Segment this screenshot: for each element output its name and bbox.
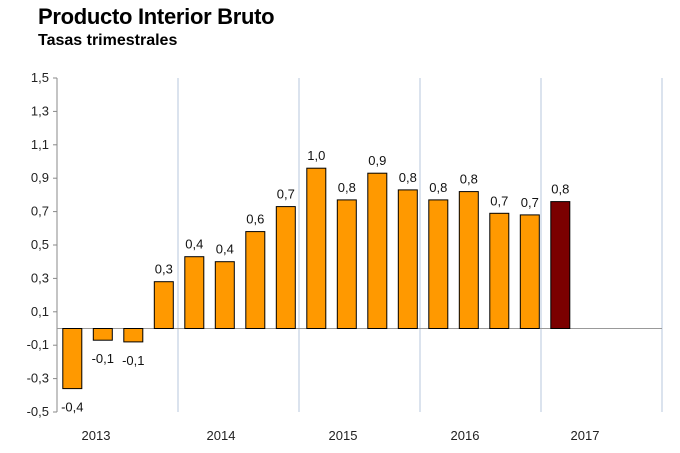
bar bbox=[336, 199, 357, 329]
data-label: 0,8 bbox=[460, 172, 478, 187]
y-tick-label: 1,5 bbox=[31, 70, 49, 85]
bar bbox=[62, 328, 83, 390]
x-year-label: 2017 bbox=[571, 428, 600, 443]
y-tick-label: 0,7 bbox=[31, 204, 49, 219]
bar bbox=[489, 212, 510, 329]
bar bbox=[92, 328, 113, 341]
data-label: 0,3 bbox=[155, 262, 173, 277]
y-tick-label: 0,1 bbox=[31, 304, 49, 319]
data-label: 0,8 bbox=[429, 180, 447, 195]
data-label: 0,7 bbox=[277, 187, 295, 202]
bar bbox=[519, 214, 540, 329]
y-tick-label: 0,5 bbox=[31, 237, 49, 252]
x-year-label: 2016 bbox=[451, 428, 480, 443]
y-tick-label: 1,3 bbox=[31, 103, 49, 118]
bar bbox=[458, 191, 479, 329]
data-label: 0,7 bbox=[521, 195, 539, 210]
y-tick-label: 0,3 bbox=[31, 270, 49, 285]
data-label: 0,4 bbox=[216, 242, 234, 257]
bar bbox=[428, 199, 449, 329]
bar bbox=[550, 201, 571, 330]
chart-title: Producto Interior Bruto bbox=[38, 4, 275, 29]
bar bbox=[245, 231, 266, 330]
data-label: 0,7 bbox=[490, 193, 508, 208]
data-label: 0,8 bbox=[338, 180, 356, 195]
y-tick-label: -0,5 bbox=[27, 404, 49, 419]
data-label: 0,4 bbox=[185, 237, 203, 252]
data-label: 0,8 bbox=[399, 170, 417, 185]
chart-subtitle: Tasas trimestrales bbox=[38, 32, 178, 49]
data-label: 0,8 bbox=[551, 182, 569, 197]
bar bbox=[367, 172, 388, 329]
y-tick-label: 0,9 bbox=[31, 170, 49, 185]
y-tick-label: -0,1 bbox=[27, 337, 49, 352]
bar bbox=[397, 189, 418, 329]
data-label: -0,1 bbox=[122, 353, 144, 368]
data-label: 0,9 bbox=[368, 153, 386, 168]
data-label: 0,6 bbox=[246, 212, 264, 227]
y-tick-label: 1,1 bbox=[31, 137, 49, 152]
data-label: -0,1 bbox=[92, 351, 114, 366]
bar bbox=[153, 281, 174, 330]
bar bbox=[275, 206, 296, 330]
bar bbox=[306, 167, 327, 329]
x-year-label: 2015 bbox=[329, 428, 358, 443]
y-tick-label: -0,3 bbox=[27, 371, 49, 386]
data-label: 1,0 bbox=[307, 148, 325, 163]
bar bbox=[214, 261, 235, 330]
bar bbox=[184, 256, 205, 330]
bar bbox=[123, 328, 144, 343]
x-year-label: 2013 bbox=[82, 428, 111, 443]
data-label: -0,4 bbox=[61, 400, 83, 415]
x-year-label: 2014 bbox=[207, 428, 236, 443]
